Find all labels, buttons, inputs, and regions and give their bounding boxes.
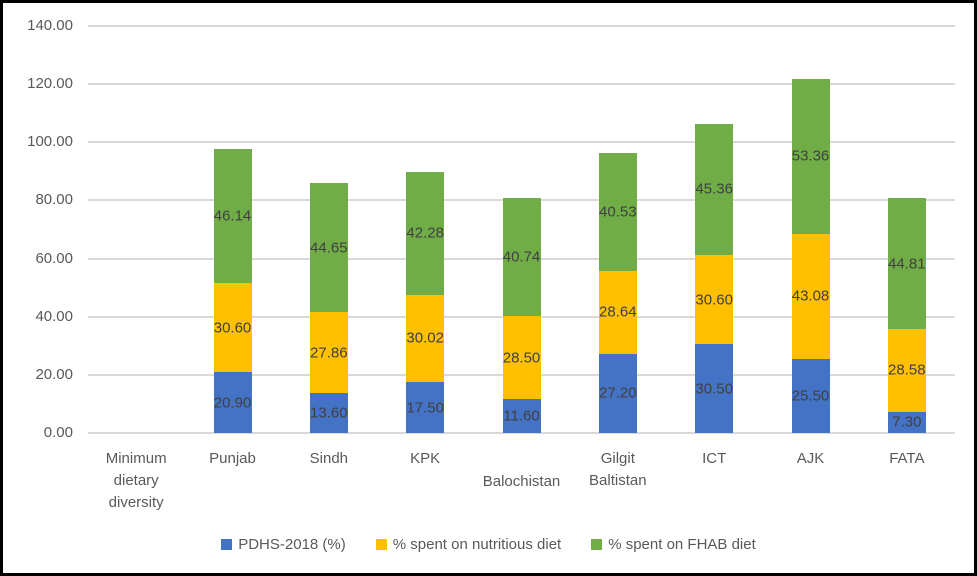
bar-segment — [791, 78, 830, 234]
data-label: 28.58 — [888, 361, 926, 379]
data-label: 27.86 — [310, 344, 348, 362]
bar-segment — [695, 344, 734, 433]
x-axis-category-label: FATA — [889, 448, 924, 470]
legend-label: % spent on nutritious diet — [392, 536, 562, 553]
data-label: 13.60 — [310, 404, 348, 422]
bar-segment — [213, 283, 252, 373]
bar-segment — [309, 182, 348, 313]
bar-segment — [598, 353, 637, 433]
data-label: 11.60 — [503, 407, 540, 425]
data-label: 17.50 — [406, 399, 444, 417]
legend-item: % spent on FHAB diet — [591, 536, 756, 553]
data-label: 27.20 — [599, 384, 637, 402]
legend-item: % spent on nutritious diet — [375, 536, 562, 553]
data-label: 44.65 — [310, 239, 348, 257]
data-label: 46.14 — [213, 207, 252, 225]
gridline — [88, 432, 955, 434]
y-axis-tick-label: 140.00 — [27, 17, 73, 34]
y-axis-tick-label: 60.00 — [35, 249, 73, 267]
x-axis-category-label: AJK — [797, 448, 825, 470]
y-axis-tick-label: 40.00 — [35, 307, 73, 325]
x-axis-category-label: Sindh — [310, 448, 348, 470]
legend-swatch-icon — [375, 539, 387, 550]
legend-label: PDHS-2018 (%) — [238, 536, 346, 553]
bar-segment — [887, 411, 926, 433]
data-label: 7.30 — [892, 413, 922, 431]
x-axis-category-label-line: FATA — [889, 450, 925, 467]
x-axis-category-label-line: dietary — [113, 472, 159, 489]
data-label: 42.28 — [406, 224, 444, 242]
x-axis-category-label-line: Balochistan — [482, 473, 561, 490]
data-label: 53.36 — [791, 147, 830, 165]
legend-swatch-icon — [591, 539, 603, 550]
legend-swatch-icon — [221, 539, 233, 550]
bar-segment — [309, 312, 348, 394]
data-label: 28.64 — [599, 303, 637, 321]
y-axis-tick-label: 100.00 — [27, 133, 73, 151]
data-label: 43.08 — [791, 287, 830, 305]
data-label: 30.60 — [695, 291, 733, 309]
bar-segment — [213, 372, 252, 433]
x-axis-category-label: ICT — [702, 448, 726, 470]
data-label: 28.50 — [502, 349, 541, 367]
legend-item: PDHS-2018 (%) — [221, 536, 346, 553]
data-label: 45.36 — [695, 180, 733, 198]
data-label: 25.50 — [791, 387, 830, 405]
y-axis-tick-label: 20.00 — [35, 365, 73, 383]
gridline — [88, 25, 955, 27]
bar-segment — [406, 294, 445, 383]
x-axis-category-label-line: Sindh — [309, 450, 349, 467]
x-axis-category-label: Minimum dietary diversity — [106, 448, 167, 514]
bar-segment — [502, 197, 541, 317]
x-axis-category-label: Punjab — [209, 448, 256, 470]
bar-segment — [695, 123, 734, 256]
bar-segment — [309, 393, 348, 433]
bar-segment — [598, 152, 637, 271]
bar-segment — [887, 328, 926, 412]
bar-segment — [791, 358, 830, 433]
bar-segment — [406, 382, 445, 433]
x-axis-category-label-line: KPK — [410, 450, 441, 467]
data-label: 30.02 — [406, 329, 444, 347]
y-axis-tick-label: 80.00 — [35, 191, 73, 209]
bar-segment — [695, 255, 734, 345]
x-axis-category-label-line: Punjab — [209, 450, 256, 467]
legend-label: % spent on FHAB diet — [608, 536, 756, 553]
bar-segment — [406, 171, 445, 295]
legend: PDHS-2018 (%) % spent on nutritious diet%… — [3, 536, 974, 553]
y-axis-tick-label: 0.00 — [43, 424, 73, 441]
x-axis-category-label-line: AJK — [796, 450, 825, 467]
bar-segment — [213, 149, 252, 284]
bar-segment — [791, 233, 830, 359]
bar-segment — [502, 399, 541, 433]
x-axis-category-label-line: diversity — [108, 494, 164, 511]
y-axis-tick-label: 120.00 — [27, 75, 73, 93]
bar-segment — [598, 270, 637, 354]
x-axis-category-label: Gilgit Baltistan — [589, 448, 647, 492]
data-label: 20.90 — [213, 394, 252, 412]
bar-segment — [502, 316, 541, 400]
data-label: 30.60 — [213, 319, 252, 337]
bar-segment — [887, 198, 926, 329]
gridline — [88, 83, 955, 86]
data-label: 40.53 — [599, 203, 637, 221]
x-axis-category-label-line: Gilgit — [600, 450, 635, 467]
x-axis-category-label: KPK — [410, 448, 440, 470]
x-axis-category-label: Balochistan — [483, 471, 561, 493]
x-axis-category-label-line: ICT — [702, 450, 727, 467]
x-axis-category-label-line: Baltistan — [589, 472, 647, 489]
data-label: 44.81 — [888, 255, 926, 273]
x-axis-category-label-line: Minimum — [105, 450, 167, 467]
gridline — [88, 141, 955, 144]
data-label: 40.74 — [502, 248, 541, 266]
data-label: 30.50 — [695, 380, 733, 398]
